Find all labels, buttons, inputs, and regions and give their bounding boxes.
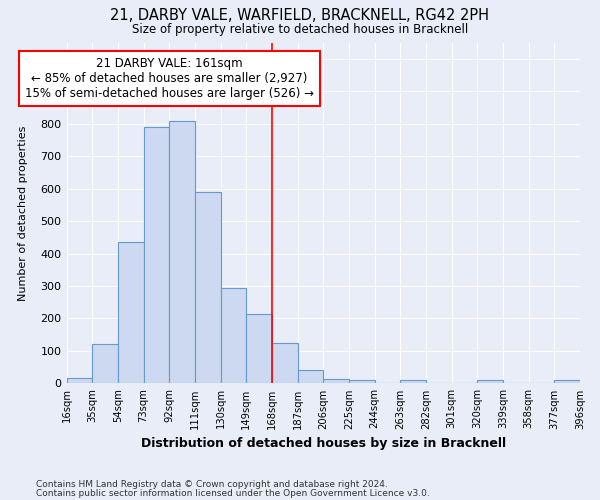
Bar — [554, 380, 580, 384]
Bar — [400, 380, 426, 384]
Bar — [478, 380, 503, 384]
Bar — [272, 343, 298, 384]
Bar — [143, 127, 169, 384]
Text: 21 DARBY VALE: 161sqm
← 85% of detached houses are smaller (2,927)
15% of semi-d: 21 DARBY VALE: 161sqm ← 85% of detached … — [25, 56, 314, 100]
Y-axis label: Number of detached properties: Number of detached properties — [18, 126, 28, 300]
Bar — [92, 344, 118, 384]
Text: Contains HM Land Registry data © Crown copyright and database right 2024.: Contains HM Land Registry data © Crown c… — [36, 480, 388, 489]
Bar — [246, 314, 272, 384]
Text: Contains public sector information licensed under the Open Government Licence v3: Contains public sector information licen… — [36, 489, 430, 498]
Bar — [298, 370, 323, 384]
Text: 21, DARBY VALE, WARFIELD, BRACKNELL, RG42 2PH: 21, DARBY VALE, WARFIELD, BRACKNELL, RG4… — [110, 8, 490, 22]
Bar — [169, 122, 195, 384]
Text: Size of property relative to detached houses in Bracknell: Size of property relative to detached ho… — [132, 22, 468, 36]
Bar — [323, 379, 349, 384]
X-axis label: Distribution of detached houses by size in Bracknell: Distribution of detached houses by size … — [140, 437, 506, 450]
Bar — [195, 192, 221, 384]
Bar — [221, 288, 246, 384]
Bar — [349, 380, 374, 384]
Bar — [118, 242, 143, 384]
Bar — [67, 378, 92, 384]
